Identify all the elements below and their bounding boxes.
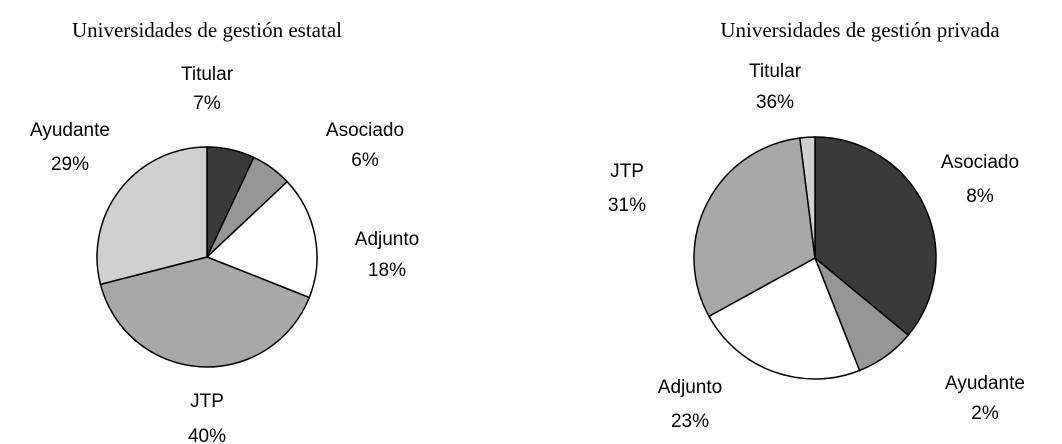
- slice-label: JTP: [610, 161, 644, 182]
- pie-slice: [814, 136, 937, 337]
- slice-value-label: 2%: [971, 403, 999, 424]
- slice-label: Asociado: [326, 120, 404, 141]
- slice-value-label: 6%: [351, 150, 379, 171]
- slice-value-label: 18%: [368, 260, 406, 281]
- chart-title: Universidades de gestión estatal: [72, 18, 342, 42]
- slice-value-label: 31%: [608, 195, 646, 216]
- slice-label: Adjunto: [658, 377, 722, 398]
- slice-label: Ayudante: [30, 120, 110, 141]
- slice-value-label: 7%: [193, 93, 221, 114]
- slice-label: Titular: [181, 64, 234, 85]
- slice-label: Titular: [749, 61, 802, 82]
- slice-value-label: 29%: [51, 154, 89, 175]
- pie-slice: [707, 256, 861, 380]
- slice-label: Ayudante: [945, 373, 1025, 394]
- pie-slice: [99, 256, 311, 368]
- slice-value-label: 40%: [188, 426, 226, 444]
- pie-slice: [205, 180, 318, 299]
- pie-slice: [693, 137, 816, 318]
- slice-label: JTP: [190, 391, 224, 412]
- slice-label: Adjunto: [355, 229, 419, 250]
- slice-value-label: 8%: [966, 186, 994, 207]
- slice-value-label: 36%: [756, 92, 794, 113]
- slice-label: Asociado: [941, 152, 1019, 173]
- pie-slice: [96, 146, 208, 286]
- chart-title: Universidades de gestión privada: [720, 18, 1000, 42]
- slice-value-label: 23%: [671, 411, 709, 432]
- pie-slice: [798, 136, 816, 259]
